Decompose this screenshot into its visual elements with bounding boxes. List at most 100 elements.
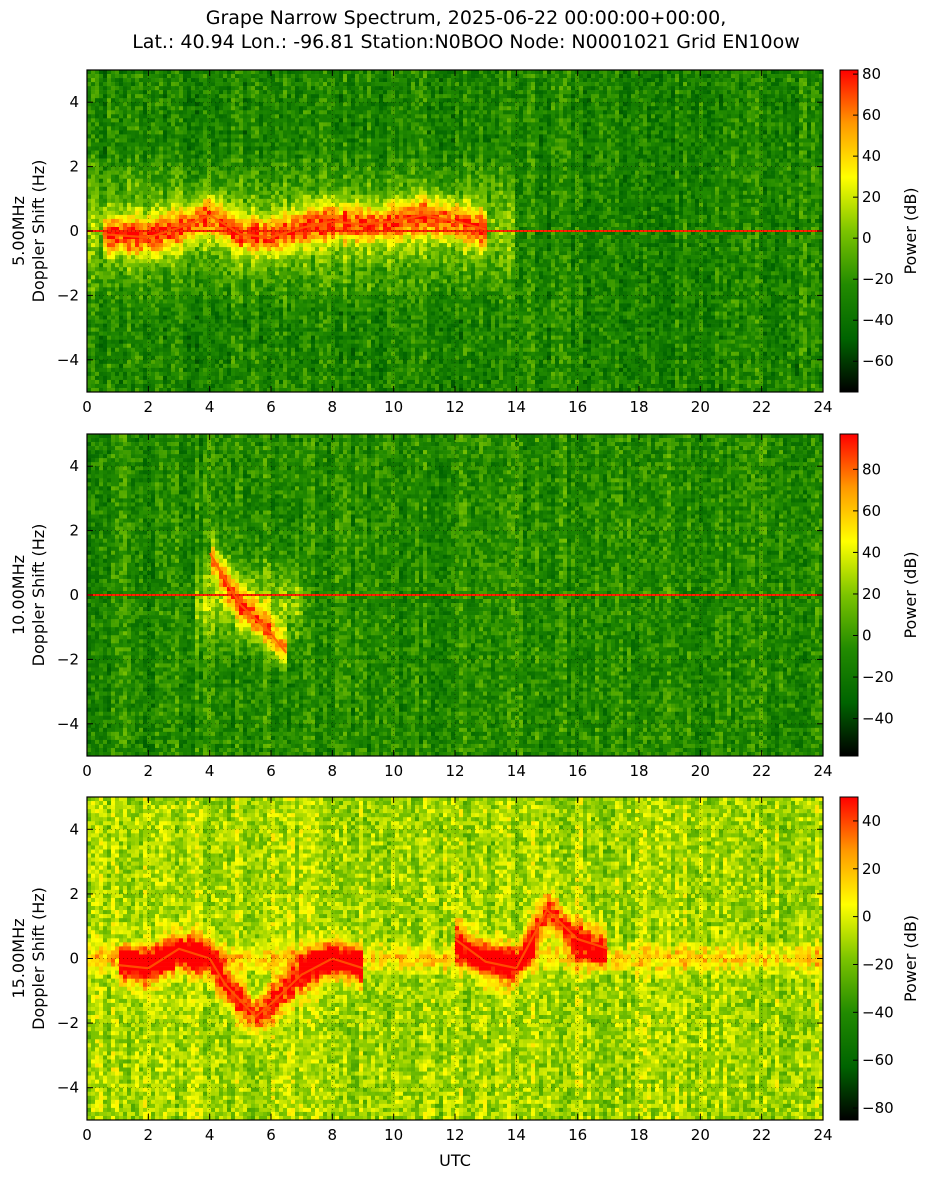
colorbar-label: Power (dB) [901, 551, 920, 638]
y-tick-label: 2 [69, 522, 79, 540]
x-tick-label: 4 [205, 398, 215, 416]
x-tick-label: 20 [691, 762, 710, 780]
doppler-trace-0 [208, 552, 288, 654]
x-tick-label: 18 [629, 762, 648, 780]
x-tick-label: 20 [691, 398, 710, 416]
x-axis-label: UTC [439, 1151, 471, 1170]
y-tick-label: 0 [69, 950, 79, 968]
x-tick-label: 22 [752, 398, 771, 416]
y-tick-label: 2 [69, 158, 79, 176]
x-tick-label: 8 [328, 398, 338, 416]
colorbar-tick-label: −20 [862, 270, 894, 288]
x-tick-label: 24 [813, 762, 832, 780]
figure-title-line2: Lat.: 40.94 Lon.: -96.81 Station:N0BOO N… [0, 30, 932, 54]
colorbar-tick-label: 20 [862, 188, 881, 206]
figure-title-line1: Grape Narrow Spectrum, 2025-06-22 00:00:… [0, 6, 932, 30]
x-tick-label: 2 [144, 398, 154, 416]
figure-title: Grape Narrow Spectrum, 2025-06-22 00:00:… [0, 6, 932, 54]
y-tick-label: 4 [69, 93, 79, 111]
x-tick-label: 18 [629, 398, 648, 416]
x-tick-label: 24 [813, 398, 832, 416]
colorbar-tick-label: −60 [862, 352, 894, 370]
band-label: 10.00MHz [9, 555, 28, 635]
heatmap-image [87, 70, 823, 392]
x-tick-label: 8 [328, 1126, 338, 1144]
x-tick-label: 16 [568, 1126, 587, 1144]
colorbar [839, 433, 859, 757]
doppler-trace-1 [454, 908, 609, 970]
colorbar-tick-label: 80 [862, 65, 881, 83]
colorbar-tick-label: 40 [862, 812, 881, 830]
y-tick-label: 0 [69, 586, 79, 604]
x-tick-label: 6 [266, 762, 276, 780]
x-tick-label: 20 [691, 1126, 710, 1144]
doppler-trace-0 [117, 947, 364, 1019]
x-tick-label: 2 [144, 1126, 154, 1144]
x-tick-label: 22 [752, 762, 771, 780]
y-tick-label: −4 [57, 715, 79, 733]
x-tick-label: 14 [507, 398, 526, 416]
x-tick-label: 10 [384, 1126, 403, 1144]
y-tick-label: 0 [69, 222, 79, 240]
x-tick-label: 6 [266, 1126, 276, 1144]
colorbar-tick-label: −40 [862, 710, 894, 728]
colorbar [839, 796, 859, 1121]
y-tick-label: −2 [57, 1014, 79, 1032]
x-tick-label: 16 [568, 398, 587, 416]
x-tick-label: 0 [82, 762, 92, 780]
heatmap-image [87, 434, 823, 756]
colorbar-tick-label: 0 [862, 627, 872, 645]
x-tick-label: 4 [205, 762, 215, 780]
y-axis-label: Doppler Shift (Hz) [29, 887, 48, 1030]
x-tick-label: 8 [328, 762, 338, 780]
y-axis-label: Doppler Shift (Hz) [29, 160, 48, 303]
colorbar-tick-label: 0 [862, 229, 872, 247]
x-tick-label: 4 [205, 1126, 215, 1144]
y-tick-label: 2 [69, 885, 79, 903]
band-label: 15.00MHz [9, 918, 28, 998]
x-tick-label: 10 [384, 398, 403, 416]
y-tick-label: −2 [57, 650, 79, 668]
x-tick-label: 12 [445, 398, 464, 416]
y-tick-label: 4 [69, 457, 79, 475]
x-tick-label: 6 [266, 398, 276, 416]
colorbar-tick-label: −40 [862, 1003, 894, 1021]
y-axis-label: Doppler Shift (Hz) [29, 524, 48, 667]
x-tick-label: 24 [813, 1126, 832, 1144]
colorbar-tick-label: 40 [862, 543, 881, 561]
y-tick-label: 4 [69, 820, 79, 838]
heatmap-image [87, 797, 823, 1120]
colorbar-tick-label: −20 [862, 668, 894, 686]
y-tick-label: −2 [57, 286, 79, 304]
x-tick-label: 0 [82, 1126, 92, 1144]
x-tick-label: 14 [507, 762, 526, 780]
x-tick-label: 10 [384, 762, 403, 780]
band-label: 5.00MHz [9, 196, 28, 266]
x-tick-label: 0 [82, 398, 92, 416]
x-tick-label: 12 [445, 762, 464, 780]
colorbar-tick-label: −80 [862, 1099, 894, 1117]
y-tick-label: −4 [57, 1079, 79, 1097]
colorbar-tick-label: 60 [862, 106, 881, 124]
doppler-trace-0 [102, 213, 486, 239]
colorbar-label: Power (dB) [901, 915, 920, 1002]
colorbar-tick-label: 80 [862, 460, 881, 478]
colorbar-label: Power (dB) [901, 187, 920, 274]
y-tick-label: −4 [57, 351, 79, 369]
x-tick-label: 22 [752, 1126, 771, 1144]
colorbar-tick-label: 0 [862, 908, 872, 926]
x-tick-label: 16 [568, 762, 587, 780]
x-tick-label: 14 [507, 1126, 526, 1144]
x-tick-label: 18 [629, 1126, 648, 1144]
colorbar-tick-label: 20 [862, 585, 881, 603]
colorbar-tick-label: −60 [862, 1051, 894, 1069]
colorbar-tick-label: 60 [862, 502, 881, 520]
colorbar-tick-label: −40 [862, 311, 894, 329]
x-tick-label: 2 [144, 762, 154, 780]
colorbar-tick-label: 40 [862, 147, 881, 165]
colorbar-tick-label: 20 [862, 860, 881, 878]
